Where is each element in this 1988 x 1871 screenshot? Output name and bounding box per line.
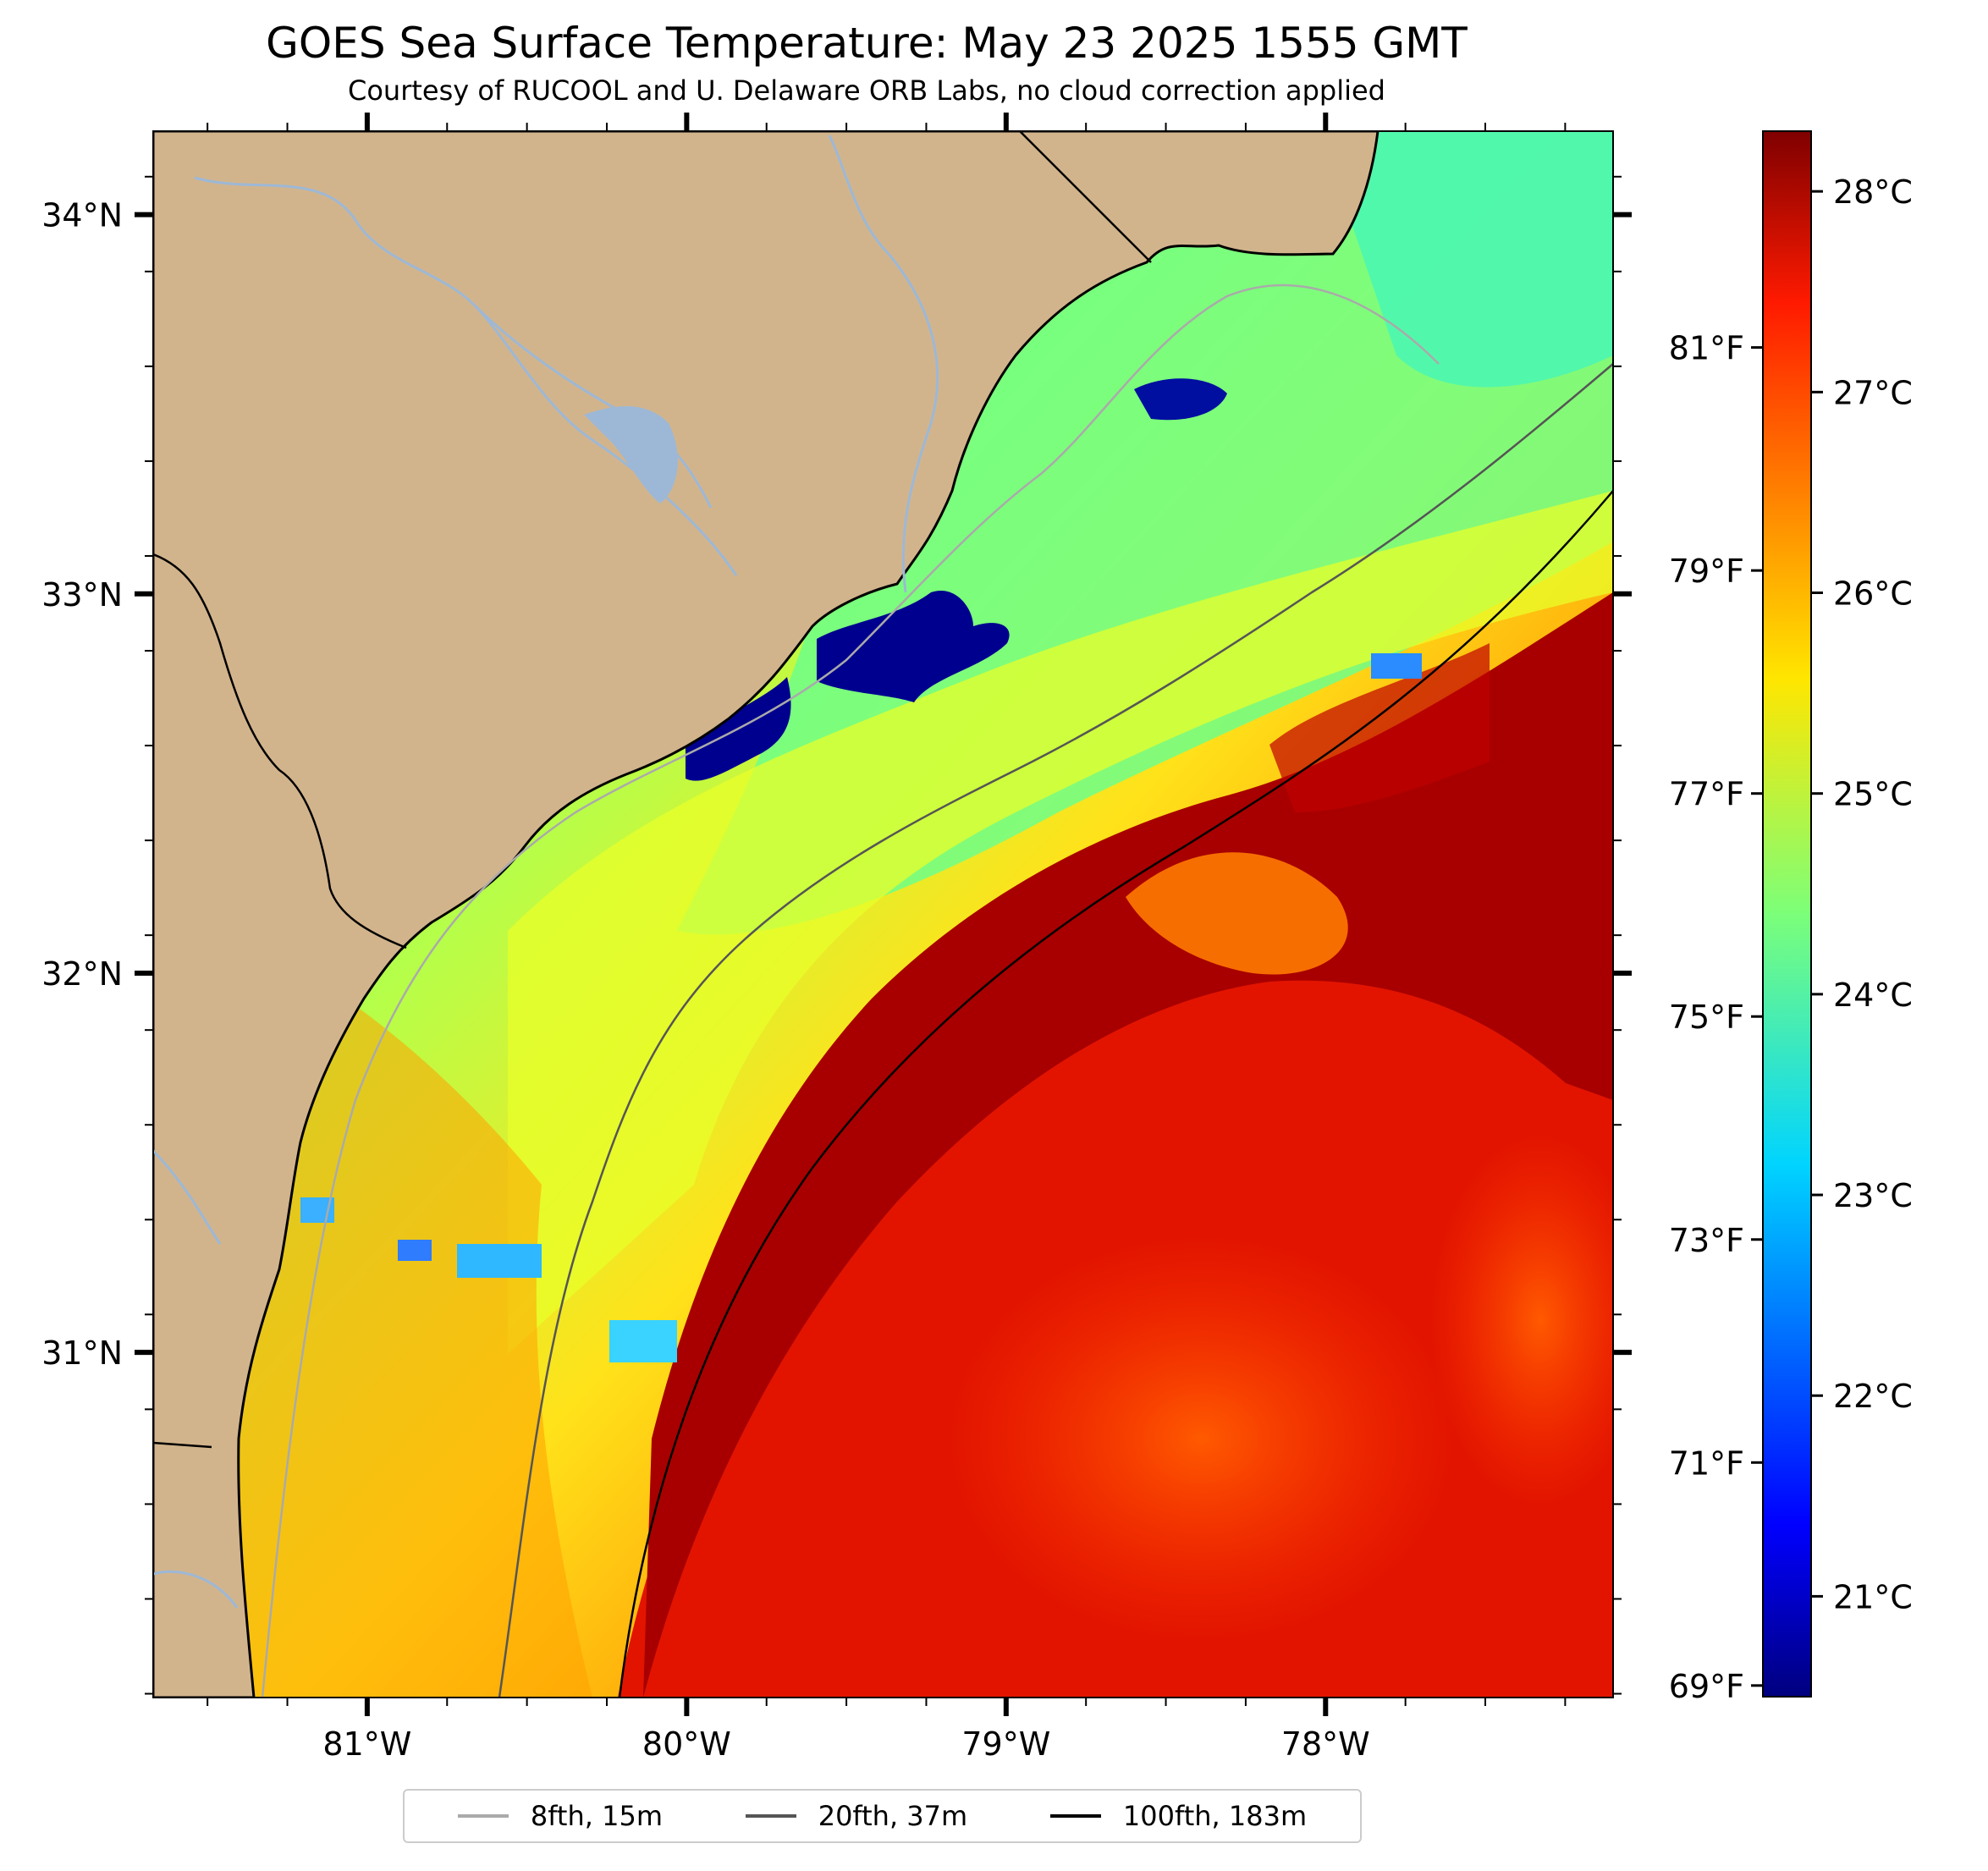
lat-tick-label: 31°N	[41, 1334, 123, 1372]
celsius-tick-label: 27°C	[1833, 374, 1913, 411]
cloud-artifact	[817, 591, 1010, 702]
cool-water-north	[1320, 131, 1613, 388]
lon-tick-label: 78°W	[1281, 1725, 1370, 1763]
lon-tick-label: 81°W	[322, 1725, 411, 1763]
gulf-stream-core	[643, 592, 1613, 1698]
isobath-8fth	[261, 283, 1440, 1698]
isobath-legend: 8fth, 15m 20fth, 37m 100fth, 183m	[403, 1789, 1362, 1843]
legend-swatch-20fth	[745, 1814, 796, 1818]
lake	[584, 406, 678, 504]
legend-item-20fth: 20fth, 37m	[745, 1800, 968, 1832]
fahrenheit-tick-label: 79°F	[1669, 553, 1744, 590]
map-panel	[153, 131, 1613, 1698]
legend-label-100fth: 100fth, 183m	[1122, 1800, 1308, 1832]
warm-eddy-south	[948, 1235, 1456, 1642]
lon-tick-label: 79°W	[961, 1725, 1050, 1763]
land-area	[153, 131, 1379, 1698]
celsius-tick-label: 23°C	[1833, 1177, 1913, 1214]
colorbar-celsius-axis: 28°C 27°C 26°C 25°C 24°C 23°C 22°C 21°C	[1811, 173, 1913, 1615]
lat-tick-label: 34°N	[41, 197, 123, 234]
celsius-tick-label: 26°C	[1833, 575, 1913, 613]
mid-shelf-water	[508, 491, 1613, 1354]
lon-tick-label: 80°W	[642, 1725, 731, 1763]
legend-swatch-8fth	[457, 1814, 509, 1818]
fahrenheit-tick-label: 77°F	[1669, 776, 1744, 813]
cloud-artifact	[1371, 653, 1422, 679]
map-title: GOES Sea Surface Temperature: May 23 202…	[266, 19, 1468, 68]
isobath-20fth	[498, 363, 1613, 1698]
fahrenheit-tick-label: 73°F	[1669, 1222, 1744, 1259]
warm-filament	[1126, 852, 1348, 975]
state-borders	[153, 131, 1152, 1449]
colorbar-fahrenheit-axis: 81°F 79°F 77°F 75°F 73°F 71°F 69°F	[1669, 330, 1763, 1705]
fahrenheit-tick-label: 81°F	[1669, 330, 1744, 367]
legend-label-8fth: 8fth, 15m	[530, 1800, 663, 1832]
longitude-axis: 81°W 80°W 79°W 78°W	[207, 113, 1567, 1763]
latitude-axis: 34°N 33°N 32°N 31°N	[41, 175, 1632, 1695]
celsius-tick-label: 24°C	[1833, 977, 1913, 1014]
legend-item-8fth: 8fth, 15m	[457, 1800, 663, 1832]
legend-swatch-100fth	[1049, 1814, 1101, 1818]
celsius-tick-label: 28°C	[1833, 173, 1913, 211]
cloud-artifact	[609, 1320, 677, 1362]
warm-eddy-east	[1430, 1134, 1613, 1506]
celsius-tick-label: 22°C	[1833, 1378, 1913, 1415]
gulf-stream-meander	[1269, 643, 1490, 812]
isobaths	[261, 283, 1613, 1698]
cloud-artifact	[398, 1240, 432, 1261]
fahrenheit-tick-label: 71°F	[1669, 1445, 1744, 1482]
legend-label-20fth: 20fth, 37m	[818, 1800, 968, 1832]
cloud-artifact	[457, 1244, 542, 1278]
legend-item-100fth: 100fth, 183m	[1049, 1800, 1308, 1832]
isobath-100fth	[618, 490, 1613, 1698]
lat-tick-label: 33°N	[41, 576, 123, 614]
celsius-tick-label: 25°C	[1833, 776, 1913, 813]
colorbar	[1762, 130, 1812, 1698]
map-frame	[152, 130, 1614, 1698]
fahrenheit-tick-label: 75°F	[1669, 999, 1744, 1036]
map-subtitle: Courtesy of RUCOOL and U. Delaware ORB L…	[348, 74, 1385, 107]
celsius-tick-label: 21°C	[1833, 1578, 1913, 1615]
lat-tick-label: 32°N	[41, 955, 123, 993]
cloud-artifact	[1134, 378, 1227, 421]
fahrenheit-tick-label: 69°F	[1669, 1668, 1744, 1705]
